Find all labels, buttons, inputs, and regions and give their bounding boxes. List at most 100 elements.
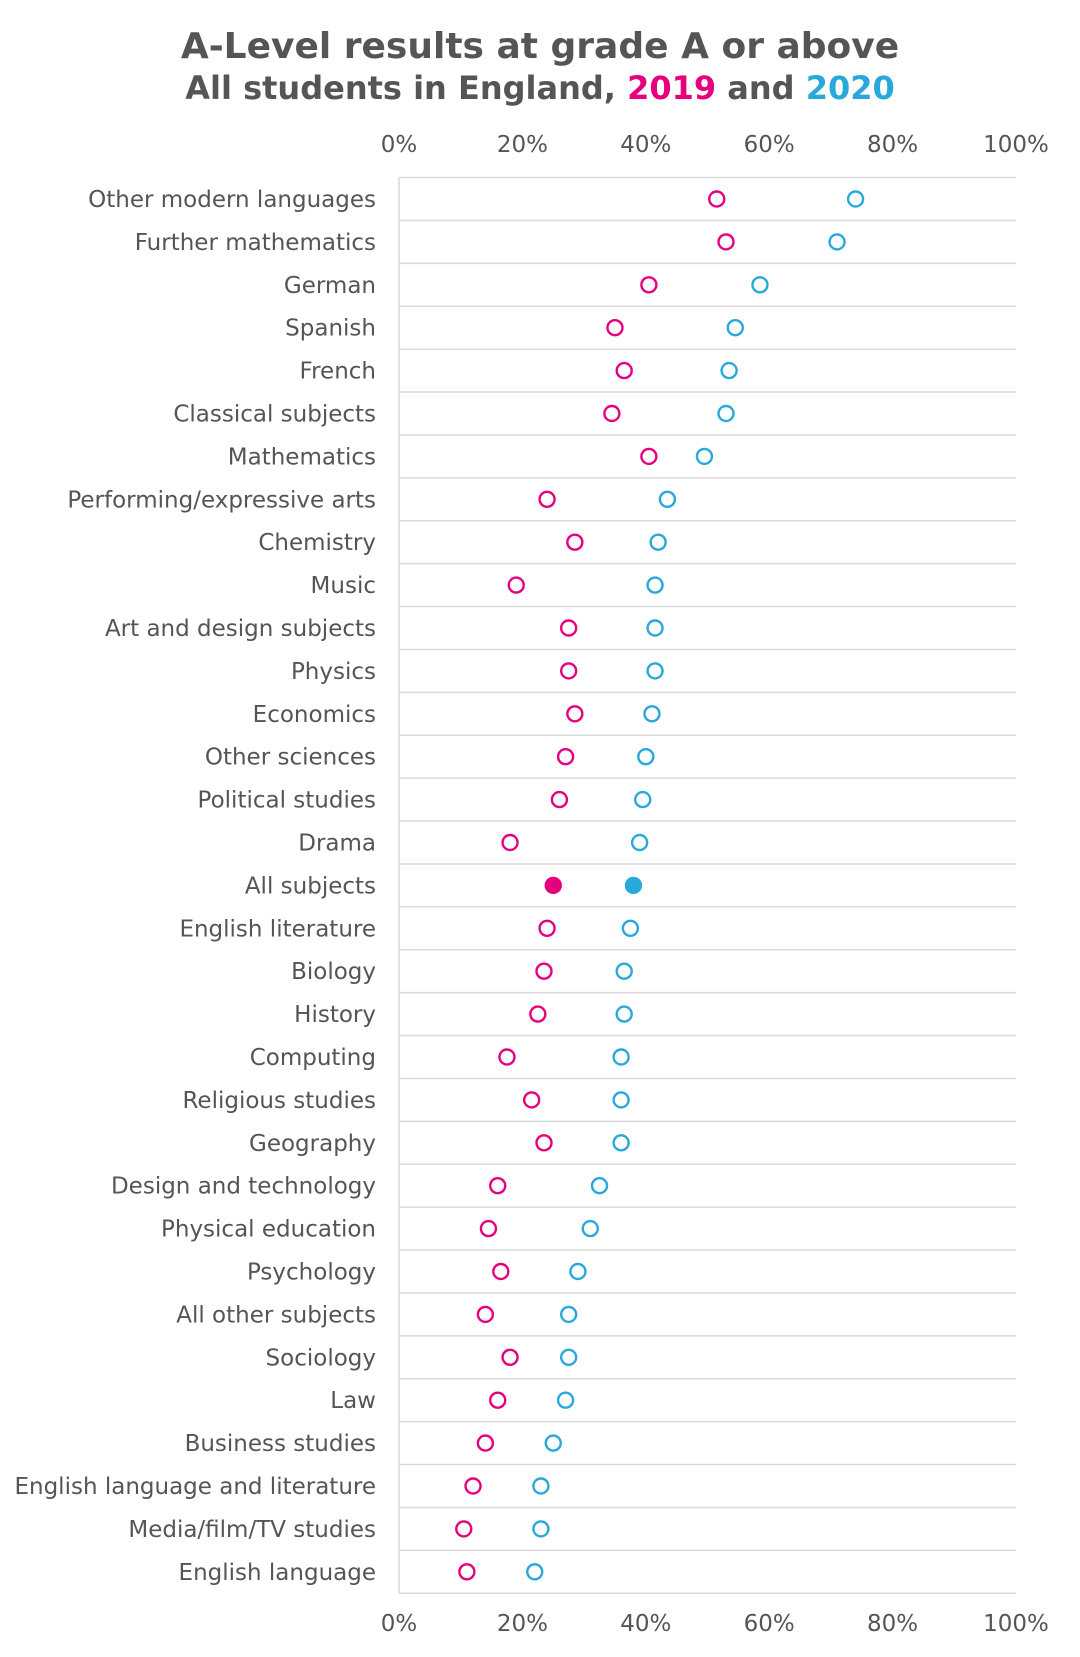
dot-2019 [522, 1091, 541, 1109]
dot-2019 [479, 1219, 498, 1238]
category-label: Physics [291, 659, 376, 685]
dot-2019 [498, 1048, 516, 1066]
category-label: Sociology [266, 1345, 376, 1371]
dot-2019 [476, 1434, 495, 1452]
dot-2020 [695, 447, 714, 466]
dot-2019 [615, 361, 633, 380]
dot-2020 [532, 1477, 550, 1495]
x-tick-label-bottom: 100% [983, 1611, 1049, 1637]
dot-2020 [646, 576, 664, 594]
category-label: Physical education [161, 1217, 376, 1243]
category-label: English language and literature [14, 1474, 376, 1500]
dot-2019 [544, 876, 562, 895]
dot-2020 [615, 962, 633, 980]
category-label: Biology [291, 959, 376, 985]
dot-2020 [828, 233, 846, 251]
dot-2020 [581, 1219, 599, 1238]
dot-2019 [529, 1005, 547, 1023]
x-tick-label-top: 40% [620, 132, 671, 158]
dot-2019 [559, 619, 578, 637]
dot-2019 [476, 1305, 495, 1324]
dot-2020 [726, 319, 744, 337]
category-label: Other modern languages [88, 187, 376, 213]
category-label: Design and technology [111, 1174, 376, 1200]
legend-2019-label: 2019 [627, 69, 716, 107]
dot-2019 [538, 490, 556, 508]
category-label: English language [179, 1560, 376, 1586]
x-tick-label-top: 20% [497, 132, 548, 158]
category-label: English literature [179, 916, 376, 942]
category-label: Computing [250, 1045, 376, 1071]
category-label: French [300, 359, 376, 385]
dot-2020 [612, 1091, 630, 1109]
dot-2020 [634, 790, 652, 809]
category-label: Spanish [285, 316, 376, 342]
category-label: Mathematics [228, 444, 376, 470]
legend-2020-label: 2020 [806, 69, 895, 107]
dot-2020 [624, 876, 643, 895]
dot-2020 [526, 1563, 544, 1581]
category-label: All subjects [245, 873, 376, 899]
dot-2020 [643, 705, 661, 723]
dot-2019 [492, 1262, 510, 1281]
chart-title: A-Level results at grade A or above [181, 26, 899, 67]
category-label: German [284, 273, 376, 299]
category-label: Music [311, 573, 376, 599]
category-label: All other subjects [176, 1302, 376, 1328]
x-tick-label-bottom: 0% [381, 1611, 418, 1637]
dot-2019 [501, 1348, 519, 1367]
dot-2019 [717, 233, 735, 251]
dot-2019 [640, 447, 658, 466]
x-tick-label-top: 60% [744, 132, 795, 158]
dot-2020 [559, 1305, 578, 1324]
dot-2019 [566, 533, 584, 551]
subtitle-and: and [716, 69, 806, 107]
dot-2020 [590, 1176, 609, 1195]
dot-2019 [464, 1477, 482, 1495]
dot-2019 [538, 919, 556, 937]
dot-2020 [615, 1005, 633, 1023]
x-tick-label-top: 0% [381, 132, 418, 158]
dot-2020 [559, 1348, 578, 1367]
dot-2019 [489, 1176, 507, 1195]
dot-2019 [535, 1134, 553, 1152]
dot-2020 [544, 1434, 562, 1452]
dot-2019 [501, 833, 519, 852]
dot-2020 [720, 361, 738, 380]
category-label: Further mathematics [135, 230, 376, 256]
x-tick-label-bottom: 80% [867, 1611, 918, 1637]
category-label: Law [330, 1388, 376, 1414]
category-label: Religious studies [182, 1088, 376, 1114]
category-label: Classical subjects [173, 402, 376, 428]
dot-2019 [566, 705, 584, 723]
dot-2019 [489, 1391, 507, 1409]
plot-area: 0% 0% 20% 20% 40% 40% 60% 60% 80% 80% 100% 100% Othe… [14, 132, 1048, 1637]
x-tick-label-bottom: 20% [497, 1611, 548, 1637]
dot-2020 [846, 190, 865, 208]
category-label: Art and design subjects [105, 616, 376, 642]
subtitle-prefix: All students in England, [185, 69, 627, 107]
category-label: Other sciences [205, 745, 376, 771]
dot-2020 [717, 404, 735, 423]
dot-2020 [569, 1262, 587, 1281]
dot-2020 [646, 662, 664, 680]
category-label: Economics [253, 702, 376, 728]
category-label: Media/film/TV studies [128, 1517, 376, 1543]
dot-2020 [556, 1391, 575, 1409]
dot-2019 [559, 662, 578, 680]
category-label: Business studies [185, 1431, 376, 1457]
dot-2019 [535, 962, 553, 980]
dot-2020 [751, 276, 769, 294]
category-label: History [294, 1002, 376, 1028]
dot-2020 [658, 490, 677, 508]
x-tick-label-bottom: 60% [744, 1611, 795, 1637]
dot-2019 [556, 748, 575, 766]
dot-2019 [507, 576, 525, 594]
dot-2019 [550, 790, 569, 809]
x-tick-label-bottom: 40% [620, 1611, 671, 1637]
dot-2019 [640, 276, 658, 294]
category-label: Psychology [247, 1260, 376, 1286]
category-label: Political studies [198, 788, 376, 814]
dot-2019 [458, 1563, 476, 1581]
